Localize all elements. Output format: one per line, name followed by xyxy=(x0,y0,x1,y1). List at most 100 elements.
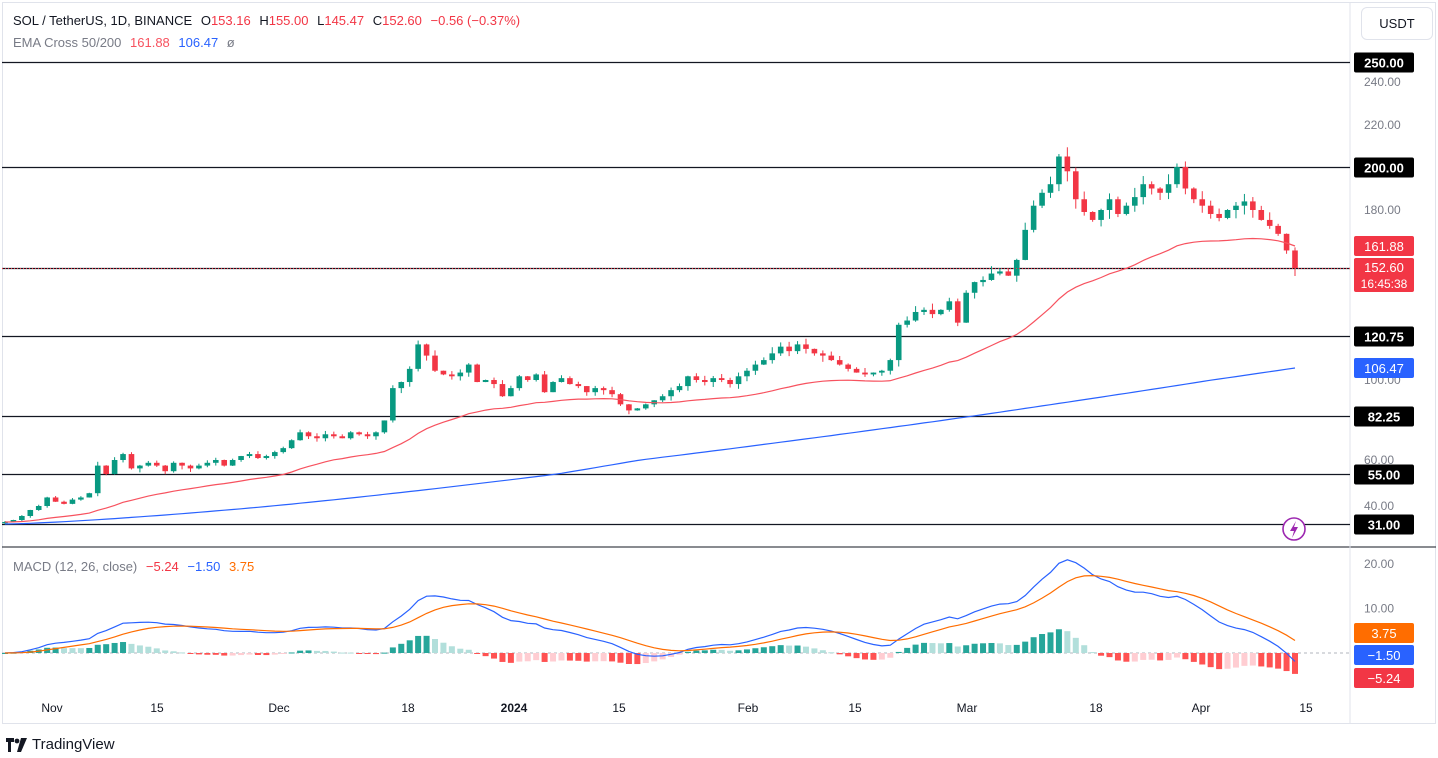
candle-body xyxy=(2,522,8,524)
candle-body xyxy=(457,372,464,377)
y-tick-label: 40.00 xyxy=(1364,499,1394,513)
ema-legend[interactable]: EMA Cross 50/200 161.88 106.47 ø xyxy=(13,35,240,50)
x-tick-label: 15 xyxy=(1299,701,1313,715)
macd-hist-bar xyxy=(179,652,186,654)
close-label: C xyxy=(372,13,383,28)
macd-hist-bar xyxy=(120,642,127,653)
macd-hist-bar xyxy=(212,653,219,655)
flash-icon-glyph xyxy=(1290,521,1298,538)
candle-body xyxy=(516,376,523,389)
candle-body xyxy=(474,364,480,383)
macd-hist-bar xyxy=(836,653,843,655)
candle-body xyxy=(364,434,371,437)
candle-body xyxy=(718,378,725,380)
macd-badge xyxy=(1354,623,1414,643)
macd-badge-label: 3.75 xyxy=(1371,626,1396,641)
candle-body xyxy=(322,434,329,439)
candle-body xyxy=(1224,210,1231,218)
macd-line-value: −1.50 xyxy=(187,559,221,574)
candle-body xyxy=(1115,199,1121,214)
macd-hist-bar xyxy=(1249,653,1256,666)
macd-hist-bar xyxy=(1266,653,1273,668)
macd-hist-bar xyxy=(1030,637,1037,653)
macd-hist-bar xyxy=(786,645,793,653)
macd-hist-bar xyxy=(381,652,388,654)
tradingview-footer[interactable]: TradingView xyxy=(6,736,115,753)
candle-body xyxy=(297,432,303,441)
macd-hist-bar xyxy=(187,653,194,654)
candle-body xyxy=(52,497,59,502)
candle-body xyxy=(170,462,177,472)
candle-body xyxy=(390,388,396,421)
macd-hist-bar xyxy=(980,643,987,653)
candle-body xyxy=(769,353,776,361)
macd-hist-bar xyxy=(1232,653,1239,668)
currency-button[interactable]: USDT xyxy=(1361,7,1433,40)
candle-body xyxy=(415,344,421,369)
macd-hist-bar xyxy=(651,653,658,662)
macd-hist-bar xyxy=(406,640,413,653)
macd-hist-bar xyxy=(777,645,784,653)
macd-signal-value: 3.75 xyxy=(228,559,255,574)
macd-hist-bar xyxy=(1081,645,1088,653)
macd-hist-bar xyxy=(878,653,885,660)
macd-hist-bar xyxy=(339,652,346,654)
candle-body xyxy=(600,388,607,391)
symbol-title[interactable]: SOL / TetherUS, 1D, BINANCE xyxy=(13,13,193,28)
x-tick-label: 18 xyxy=(1089,701,1103,715)
macd-legend[interactable]: MACD (12, 26, close) −5.24 −1.50 3.75 xyxy=(13,559,259,574)
candle-body xyxy=(381,420,388,433)
high-label: H xyxy=(259,13,269,28)
macd-hist-bar xyxy=(204,653,211,655)
candle-body xyxy=(19,516,25,520)
candle-body xyxy=(212,460,219,463)
low-value: 145.47 xyxy=(324,13,365,28)
macd-y-tick: 10.00 xyxy=(1364,602,1394,616)
level-label: 120.75 xyxy=(1364,330,1404,345)
candle-body xyxy=(423,344,430,356)
macd-hist-bar xyxy=(1005,645,1012,653)
macd-hist-bar xyxy=(937,643,944,653)
candle-body xyxy=(575,384,582,387)
macd-hist-bar xyxy=(162,650,169,653)
macd-hist-bar xyxy=(1275,653,1282,669)
candle-body xyxy=(1089,211,1096,220)
macd-hist-bar xyxy=(862,653,868,660)
candle-body xyxy=(550,382,556,393)
candle-body xyxy=(895,324,902,361)
candle-body xyxy=(820,353,826,356)
macd-hist-bar xyxy=(457,648,464,653)
macd-hist-bar xyxy=(246,653,253,655)
macd-hist-bar xyxy=(963,645,970,653)
x-tick-label: Nov xyxy=(41,701,62,715)
macd-hist-bar xyxy=(221,653,228,656)
macd-hist-bar xyxy=(802,646,809,653)
candle-body xyxy=(86,493,93,498)
candle-body xyxy=(196,465,202,469)
macd-hist-bar xyxy=(811,648,818,653)
candle-body xyxy=(904,320,910,325)
candle-body xyxy=(592,388,598,393)
macd-hist-bar xyxy=(668,653,675,657)
macd-hist-bar xyxy=(929,643,936,653)
candle-body xyxy=(693,376,700,380)
x-tick-label: 15 xyxy=(848,701,862,715)
hidden-icon[interactable]: ø xyxy=(226,35,235,50)
candle-body xyxy=(702,380,708,383)
macd-hist-bar xyxy=(971,643,978,653)
candle-body xyxy=(61,501,67,504)
candle-body xyxy=(1275,225,1281,234)
macd-hist-bar xyxy=(634,653,641,665)
ema-fast-badge-label: 161.88 xyxy=(1364,239,1404,254)
candle-body xyxy=(659,396,666,401)
candle-body xyxy=(255,454,261,459)
candle-body xyxy=(1292,250,1298,268)
macd-hist-bar xyxy=(710,649,717,653)
x-tick-label: Feb xyxy=(738,701,759,715)
macd-hist-bar xyxy=(1055,629,1062,653)
candle-body xyxy=(853,368,860,373)
ema-fast-value: 161.88 xyxy=(130,35,170,50)
macd-hist-bar xyxy=(760,647,767,653)
candle-body xyxy=(44,497,50,506)
